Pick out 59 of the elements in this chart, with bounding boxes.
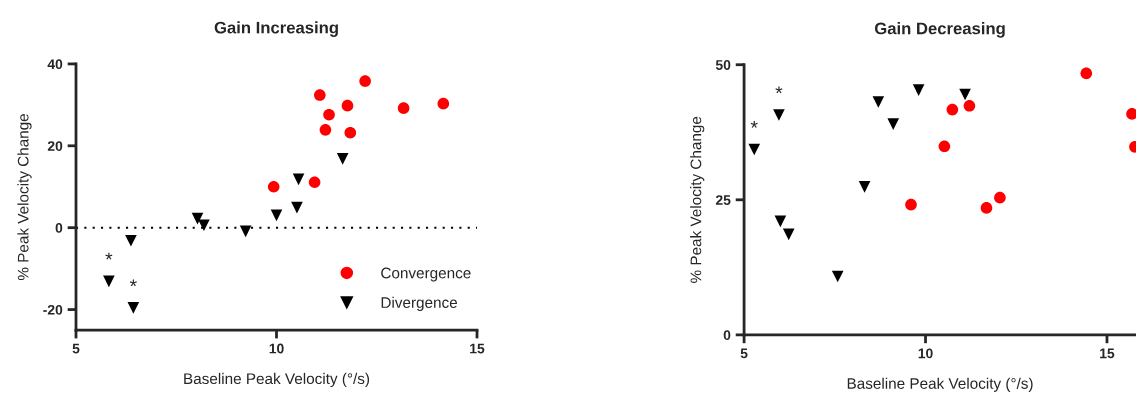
point (314, 89, 326, 101)
point (292, 173, 305, 186)
point (291, 201, 303, 214)
x-tick-label: 10 (269, 343, 284, 354)
point (308, 176, 321, 189)
annotation: * (775, 86, 783, 94)
x-tick-label: 10 (918, 348, 933, 359)
point (198, 219, 210, 232)
y-axis-title: % Peak Velocity Change (690, 116, 705, 283)
annotation: * (105, 252, 113, 260)
y-tick-label: -20 (43, 304, 63, 315)
x-tick-label: 15 (470, 343, 485, 354)
point (125, 234, 137, 247)
legend-label: Divergence (381, 296, 457, 311)
point (341, 99, 354, 112)
point (938, 140, 951, 153)
point (774, 215, 787, 228)
point (980, 202, 993, 214)
point (323, 108, 335, 121)
point (336, 153, 349, 165)
annotation: * (750, 121, 758, 128)
point (946, 103, 959, 116)
point (905, 198, 917, 211)
legend-label: Convergence (381, 267, 471, 282)
point (782, 228, 795, 241)
y-tick-label: 40 (47, 59, 63, 70)
point (344, 126, 357, 139)
point (858, 181, 871, 193)
x-tick-label: 15 (1100, 348, 1115, 359)
point (437, 97, 450, 110)
y-tick-label: 0 (723, 330, 731, 341)
point (239, 225, 252, 238)
point (963, 99, 976, 112)
point (1080, 67, 1093, 80)
point (267, 180, 280, 193)
y-tick-label: 50 (715, 60, 731, 70)
point (912, 84, 925, 96)
point (994, 191, 1006, 204)
point (831, 270, 844, 283)
chart-title: Gain Increasing (214, 21, 338, 37)
point (127, 302, 140, 314)
y-tick-label: 0 (55, 223, 63, 233)
point (748, 143, 761, 156)
point (359, 75, 371, 87)
point (270, 209, 283, 222)
y-tick-label: 25 (715, 195, 731, 205)
chart-title: Gain Decreasing (874, 22, 1005, 38)
x-axis-title: Baseline Peak Velocity (°/s) (847, 377, 1033, 392)
annotation: * (129, 279, 137, 287)
point (872, 96, 885, 108)
y-axis-title: % Peak Velocity Change (17, 114, 32, 281)
x-tick-label: 5 (72, 343, 80, 354)
point (887, 118, 900, 130)
point (397, 102, 410, 114)
y-tick-label: 20 (47, 141, 63, 151)
x-axis-title: Baseline Peak Velocity (°/s) (184, 372, 370, 388)
x-tick-label: 5 (740, 348, 748, 359)
point (773, 109, 785, 121)
point (319, 124, 332, 136)
